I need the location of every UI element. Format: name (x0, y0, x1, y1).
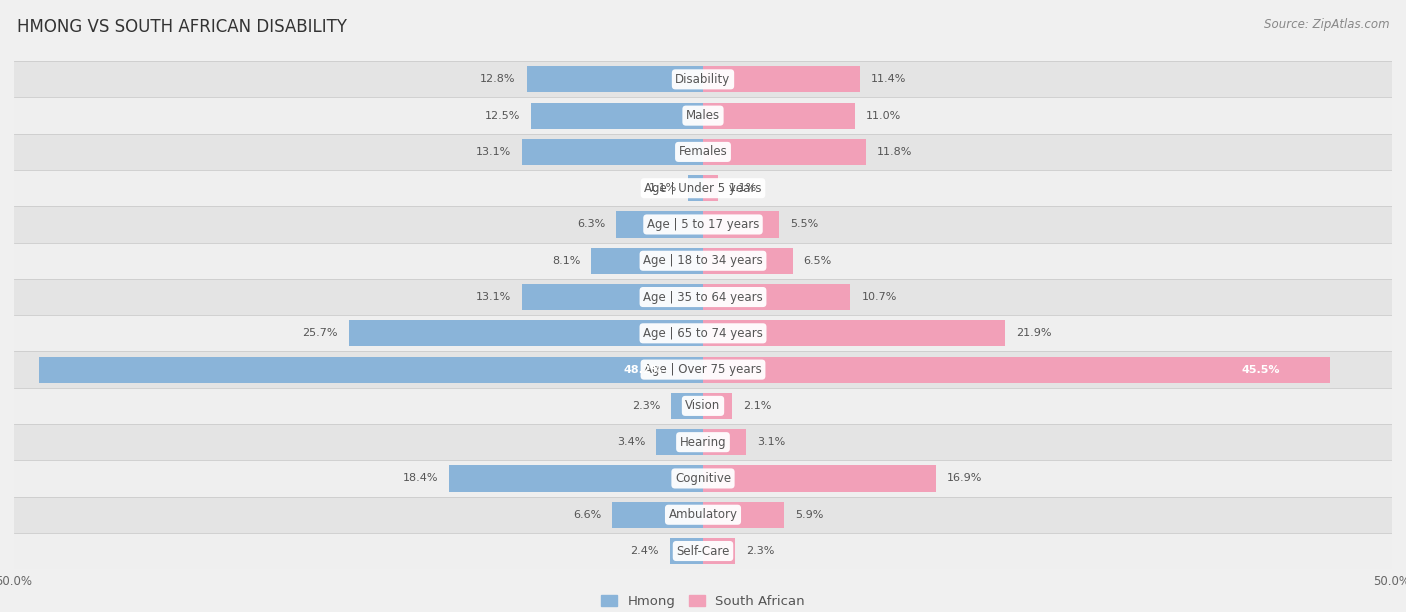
Text: 5.5%: 5.5% (790, 220, 818, 230)
Text: Age | 18 to 34 years: Age | 18 to 34 years (643, 254, 763, 267)
Text: 25.7%: 25.7% (302, 328, 337, 338)
Text: Age | 65 to 74 years: Age | 65 to 74 years (643, 327, 763, 340)
Bar (14, 242, 1392, 279)
Bar (14, 424, 1392, 460)
Text: 13.1%: 13.1% (477, 292, 512, 302)
Text: Males: Males (686, 109, 720, 122)
Bar (14, 61, 1392, 97)
Text: Hearing: Hearing (679, 436, 727, 449)
Bar (703, 211, 779, 237)
Text: 5.9%: 5.9% (796, 510, 824, 520)
Text: Cognitive: Cognitive (675, 472, 731, 485)
Bar (14, 460, 1392, 496)
Bar (14, 496, 1392, 533)
Bar (703, 139, 866, 165)
Text: 18.4%: 18.4% (404, 474, 439, 483)
Text: 48.2%: 48.2% (623, 365, 662, 375)
Bar (703, 465, 936, 491)
Text: Disability: Disability (675, 73, 731, 86)
Bar (14, 206, 1392, 242)
Bar (14, 170, 1392, 206)
Text: 6.5%: 6.5% (804, 256, 832, 266)
Bar (703, 284, 851, 310)
Text: Source: ZipAtlas.com: Source: ZipAtlas.com (1264, 18, 1389, 31)
Text: 2.1%: 2.1% (742, 401, 772, 411)
Text: 8.1%: 8.1% (553, 256, 581, 266)
Text: 3.4%: 3.4% (617, 437, 645, 447)
Bar (14, 351, 1392, 388)
Text: 12.5%: 12.5% (484, 111, 520, 121)
Bar (703, 393, 733, 419)
Text: 16.9%: 16.9% (946, 474, 983, 483)
Text: Vision: Vision (685, 400, 721, 412)
Bar (14, 533, 1392, 569)
Bar (531, 103, 703, 129)
Bar (39, 357, 703, 382)
Text: 3.1%: 3.1% (756, 437, 785, 447)
Bar (669, 538, 703, 564)
Bar (703, 175, 718, 201)
Text: 11.0%: 11.0% (866, 111, 901, 121)
Text: 6.6%: 6.6% (572, 510, 600, 520)
Text: 6.3%: 6.3% (576, 220, 605, 230)
Bar (616, 211, 703, 237)
Bar (14, 134, 1392, 170)
Bar (349, 320, 703, 346)
Text: 13.1%: 13.1% (477, 147, 512, 157)
Bar (657, 429, 703, 455)
Text: 11.8%: 11.8% (876, 147, 912, 157)
Bar (523, 139, 703, 165)
Text: 12.8%: 12.8% (479, 74, 516, 84)
Text: 11.4%: 11.4% (872, 74, 907, 84)
Text: 45.5%: 45.5% (1241, 365, 1279, 375)
Text: 2.4%: 2.4% (630, 546, 659, 556)
Text: Age | Under 5 years: Age | Under 5 years (644, 182, 762, 195)
Bar (703, 502, 785, 528)
Bar (703, 103, 855, 129)
Bar (612, 502, 703, 528)
Text: 2.3%: 2.3% (745, 546, 775, 556)
Bar (523, 284, 703, 310)
Bar (703, 538, 735, 564)
Text: Age | 35 to 64 years: Age | 35 to 64 years (643, 291, 763, 304)
Bar (703, 66, 860, 92)
Text: 10.7%: 10.7% (862, 292, 897, 302)
Text: 1.1%: 1.1% (730, 183, 758, 193)
Bar (688, 175, 703, 201)
Text: 2.3%: 2.3% (631, 401, 661, 411)
Bar (450, 465, 703, 491)
Text: Self-Care: Self-Care (676, 545, 730, 558)
Text: Ambulatory: Ambulatory (668, 508, 738, 521)
Legend: Hmong, South African: Hmong, South African (596, 590, 810, 612)
Text: Age | 5 to 17 years: Age | 5 to 17 years (647, 218, 759, 231)
Bar (703, 320, 1005, 346)
Text: 1.1%: 1.1% (648, 183, 676, 193)
Bar (703, 429, 745, 455)
Bar (703, 357, 1330, 382)
Bar (14, 279, 1392, 315)
Bar (14, 315, 1392, 351)
Text: Females: Females (679, 146, 727, 159)
Text: 21.9%: 21.9% (1015, 328, 1052, 338)
Bar (14, 388, 1392, 424)
Bar (703, 248, 793, 274)
Bar (14, 97, 1392, 134)
Text: Age | Over 75 years: Age | Over 75 years (644, 363, 762, 376)
Text: HMONG VS SOUTH AFRICAN DISABILITY: HMONG VS SOUTH AFRICAN DISABILITY (17, 18, 347, 36)
Bar (592, 248, 703, 274)
Bar (671, 393, 703, 419)
Bar (527, 66, 703, 92)
